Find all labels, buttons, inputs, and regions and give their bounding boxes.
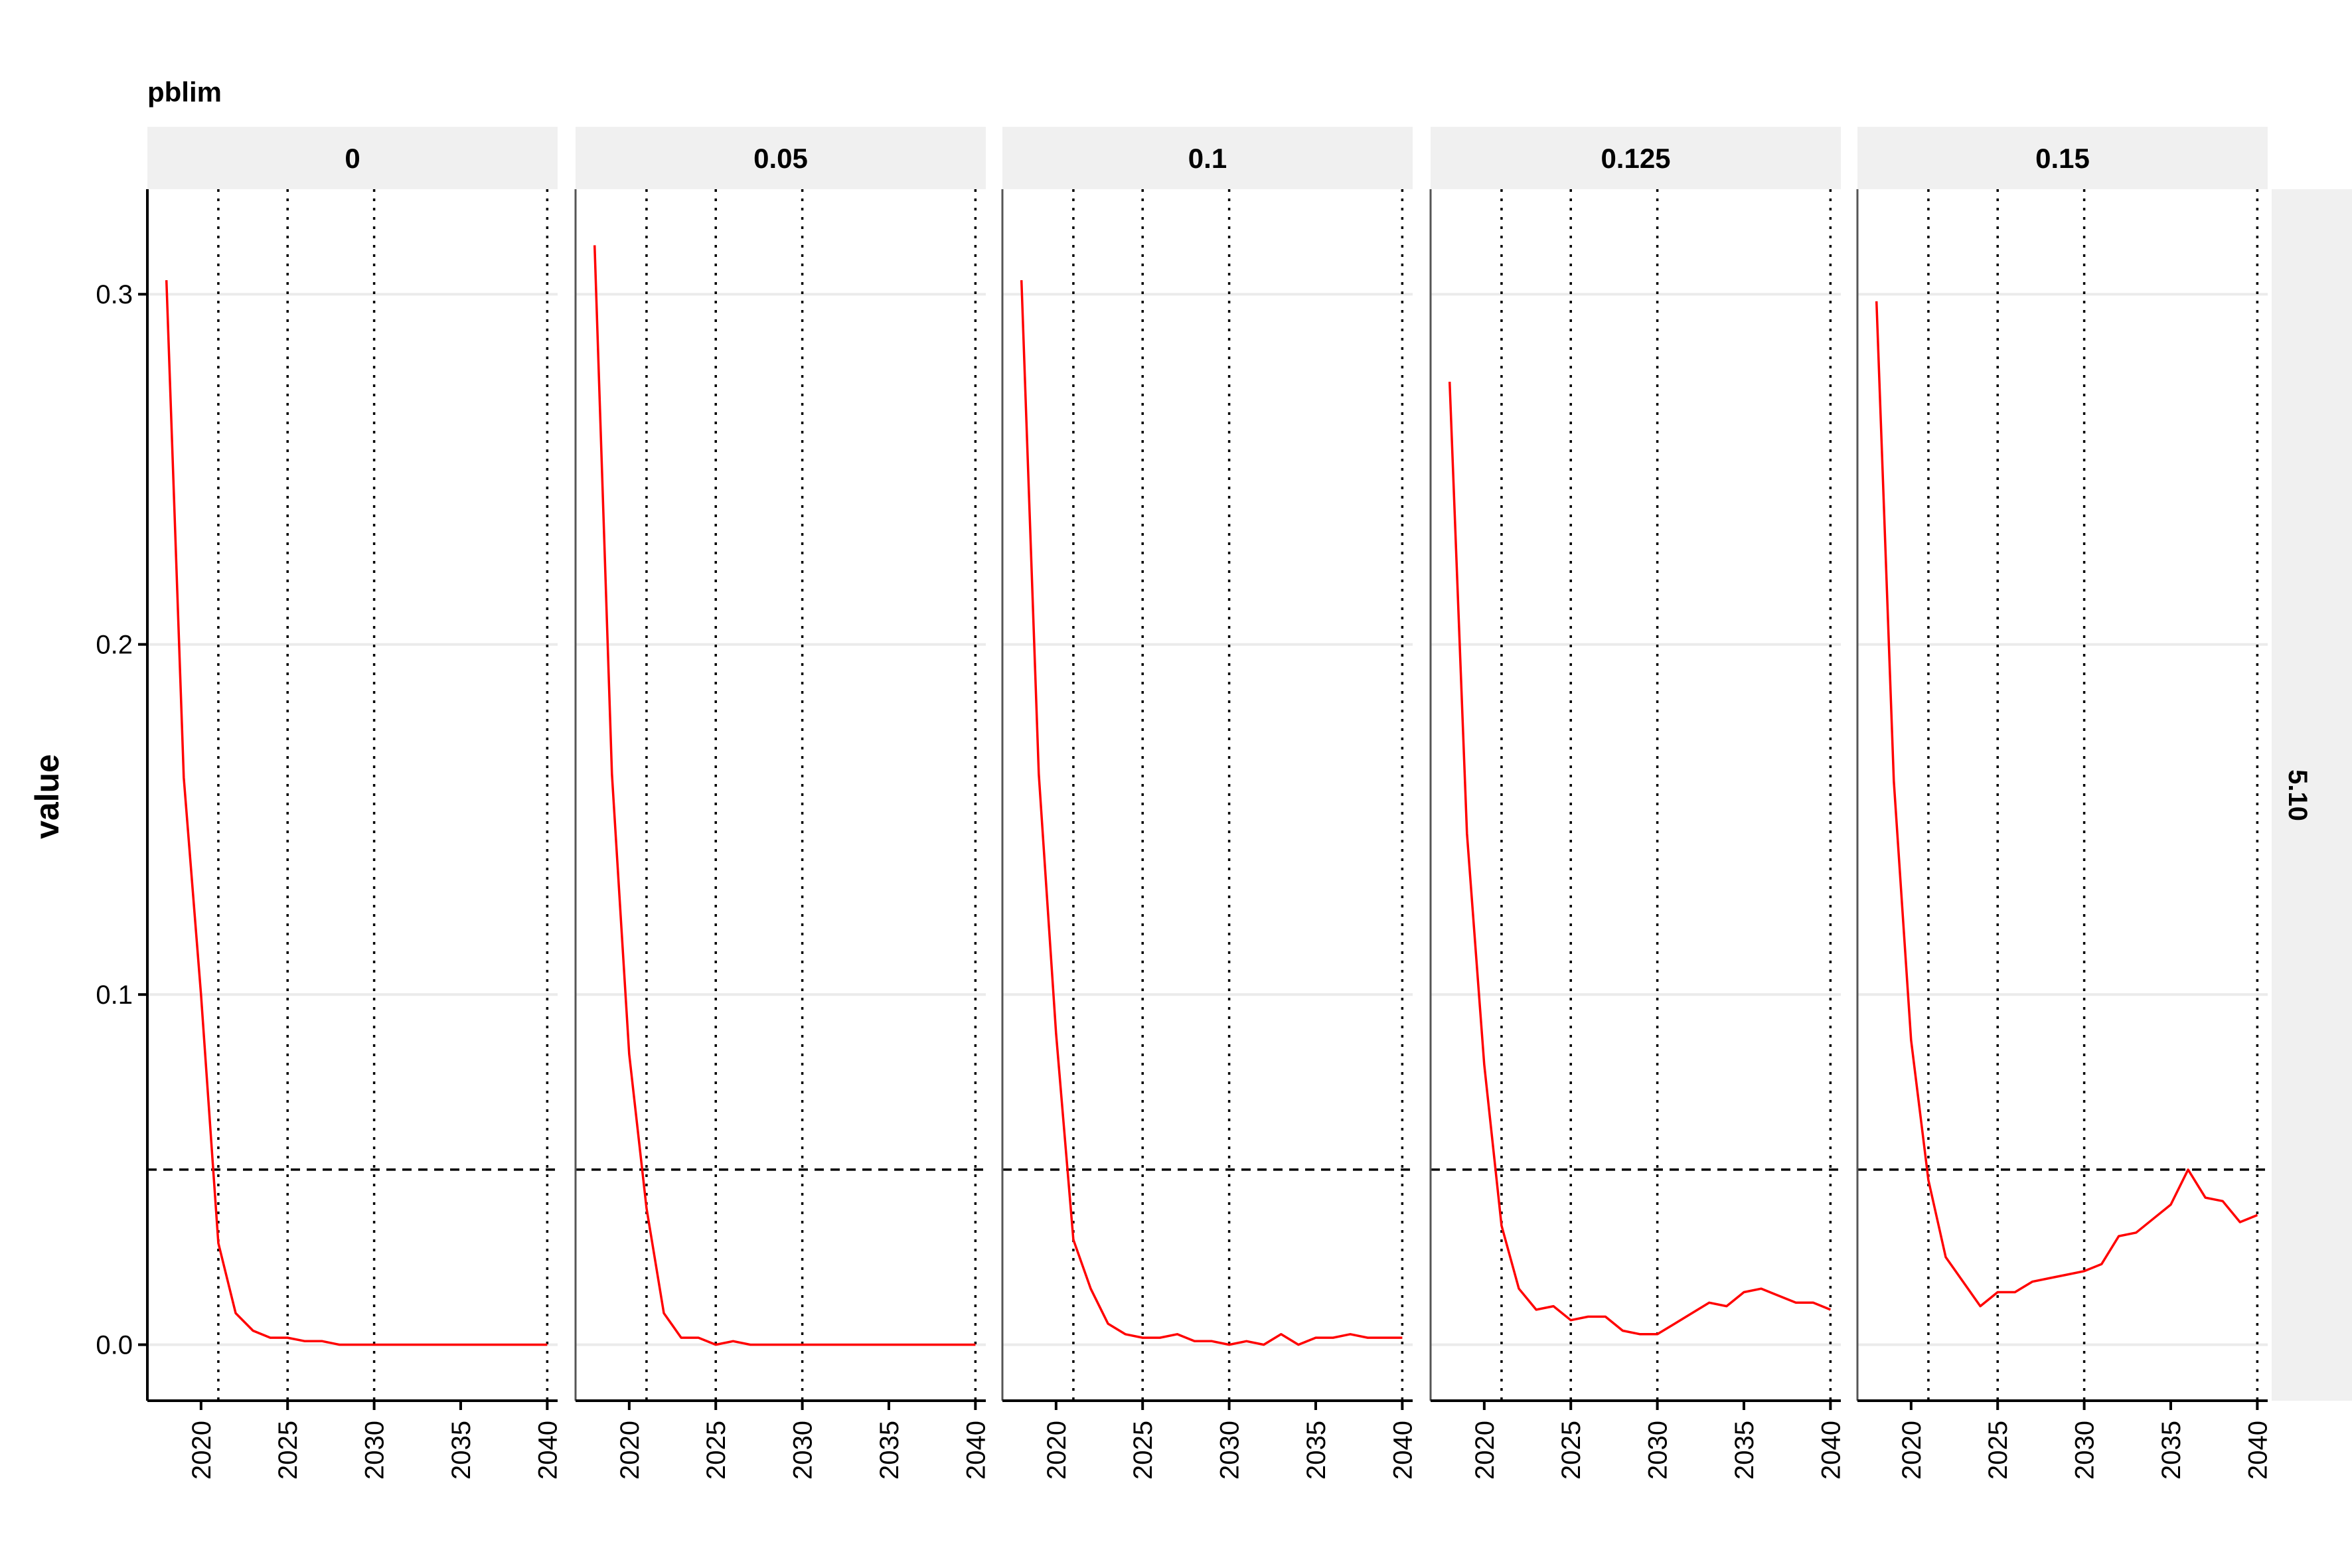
x-tick-label: 2030 [1215, 1421, 1245, 1480]
y-tick-label: 0.0 [96, 1331, 133, 1360]
x-tick-label: 2025 [1129, 1421, 1158, 1480]
x-tick-label: 2020 [1897, 1421, 1926, 1480]
panel-4: 0.125 2020 2025 2030 2035 2040 [1429, 127, 1845, 1480]
x-tick-label: 2025 [274, 1421, 303, 1480]
panel-5: 0.15 2020 2025 2030 2035 2040 [1856, 127, 2272, 1480]
series-line [165, 280, 548, 1346]
panel-1: 0 2020 2025 2030 2035 2040 0.0 0.1 0.2 0.3 [96, 127, 562, 1480]
series-line [1875, 301, 2258, 1308]
x-tick-label: 2020 [1042, 1421, 1071, 1480]
panel-strip-label: 0.1 [1188, 143, 1227, 174]
panel-2: 0.05 2020 2025 2030 2035 2040 [574, 127, 990, 1480]
panel-strip-background [1002, 127, 1413, 189]
x-tick-label: 2030 [789, 1421, 818, 1480]
x-tick-label: 2030 [1644, 1421, 1673, 1480]
x-tick-label: 2035 [875, 1421, 904, 1480]
x-tick-label: 2025 [1984, 1421, 2013, 1480]
panel-strip-background [147, 127, 558, 189]
x-tick-label: 2020 [615, 1421, 645, 1480]
x-tick-label: 2035 [447, 1421, 476, 1480]
y-axis-title: value [29, 754, 66, 839]
panel-3: 0.1 2020 2025 2030 2035 2040 [1001, 127, 1417, 1480]
row-strip: 5.10 [2272, 189, 2352, 1401]
x-tick-label: 2040 [1816, 1421, 1845, 1480]
x-tick-label: 2035 [1302, 1421, 1331, 1480]
panel-strip-label: 0.05 [753, 143, 808, 174]
x-tick-label: 2035 [2157, 1421, 2186, 1480]
facet-title: pblim [147, 76, 222, 108]
facet-panels: 0 2020 2025 2030 2035 2040 0.0 0.1 0.2 0.3 0.05 202… [96, 127, 2272, 1480]
x-tick-label: 2040 [1388, 1421, 1417, 1480]
x-tick-label: 2020 [1470, 1421, 1500, 1480]
panel-strip-background [1857, 127, 2268, 189]
y-tick-label: 0.2 [96, 631, 133, 660]
x-tick-label: 2030 [360, 1421, 390, 1480]
panel-strip-label: 0.15 [2035, 143, 2090, 174]
series-line [1020, 280, 1403, 1346]
panel-strip-label: 0 [345, 143, 360, 174]
x-tick-label: 2040 [533, 1421, 562, 1480]
series-line [593, 245, 976, 1346]
panel-strip-label: 0.125 [1601, 143, 1670, 174]
x-tick-label: 2025 [702, 1421, 731, 1480]
x-tick-label: 2025 [1557, 1421, 1586, 1480]
x-tick-label: 2035 [1730, 1421, 1759, 1480]
x-tick-label: 2020 [187, 1421, 216, 1480]
y-tick-label: 0.3 [96, 280, 133, 309]
y-tick-label: 0.1 [96, 980, 133, 1010]
row-strip-background [2272, 189, 2352, 1401]
x-tick-label: 2040 [961, 1421, 990, 1480]
row-strip-label: 5.10 [2283, 769, 2312, 821]
x-tick-label: 2040 [2243, 1421, 2272, 1480]
x-tick-label: 2030 [2071, 1421, 2100, 1480]
panel-strip-background [576, 127, 986, 189]
panel-strip-background [1431, 127, 1841, 189]
series-line [1448, 382, 1832, 1336]
